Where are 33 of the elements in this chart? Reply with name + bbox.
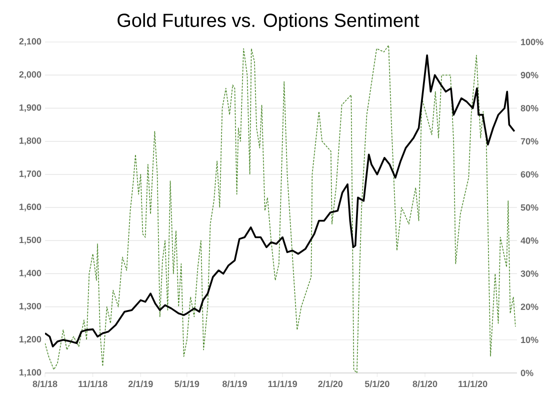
y2-tick-label: 90%: [520, 72, 538, 78]
y2-tick-label: 80%: [520, 105, 538, 112]
y-tick-label: 1,500: [20, 236, 42, 244]
y-tick-label: 1,600: [20, 204, 42, 212]
y2-tick-label: 50%: [520, 204, 538, 211]
x-tick-label: 2/1/20: [318, 380, 343, 388]
y2-tick-label: 10%: [521, 336, 538, 344]
y-tick-label: 1,400: [20, 270, 42, 278]
x-tick-label: 11/1/19: [268, 380, 297, 388]
y2-tick-label: 30%: [520, 270, 538, 277]
x-tick-label: 5/1/20: [364, 380, 390, 388]
y-tick-label: 1,200: [20, 336, 42, 344]
y2-tick-label: 0%: [520, 370, 534, 376]
y2-tick-label: 20%: [520, 304, 538, 310]
y-tick-label: 1,100: [20, 369, 42, 377]
y-tick-label: 2,100: [19, 38, 42, 46]
y-tick-label: 1,900: [20, 104, 42, 112]
y2-tick-label: 100%: [521, 38, 544, 46]
x-tick-label: 8/1/20: [412, 380, 438, 388]
y-tick-label: 1,300: [20, 302, 42, 311]
y-tick-label: 1,700: [20, 170, 42, 178]
x-tick-label: 11/1/18: [78, 380, 108, 388]
y2-tick-label: 70%: [520, 138, 538, 144]
y2-tick-label: 40%: [520, 237, 538, 244]
y-tick-label: 2,000: [19, 71, 42, 79]
y-tick-label: 1,800: [20, 137, 42, 146]
y2-tick-label: 60%: [520, 171, 538, 178]
x-tick-label: 11/1/20: [458, 380, 488, 388]
x-tick-label: 5/1/19: [174, 380, 200, 388]
x-tick-label: 8/1/18: [32, 380, 58, 388]
x-tick-label: 2/1/19: [128, 380, 153, 388]
chart-title: Gold Futures vs. Options Sentiment: [118, 13, 420, 31]
x-tick-label: 8/1/19: [222, 380, 247, 388]
